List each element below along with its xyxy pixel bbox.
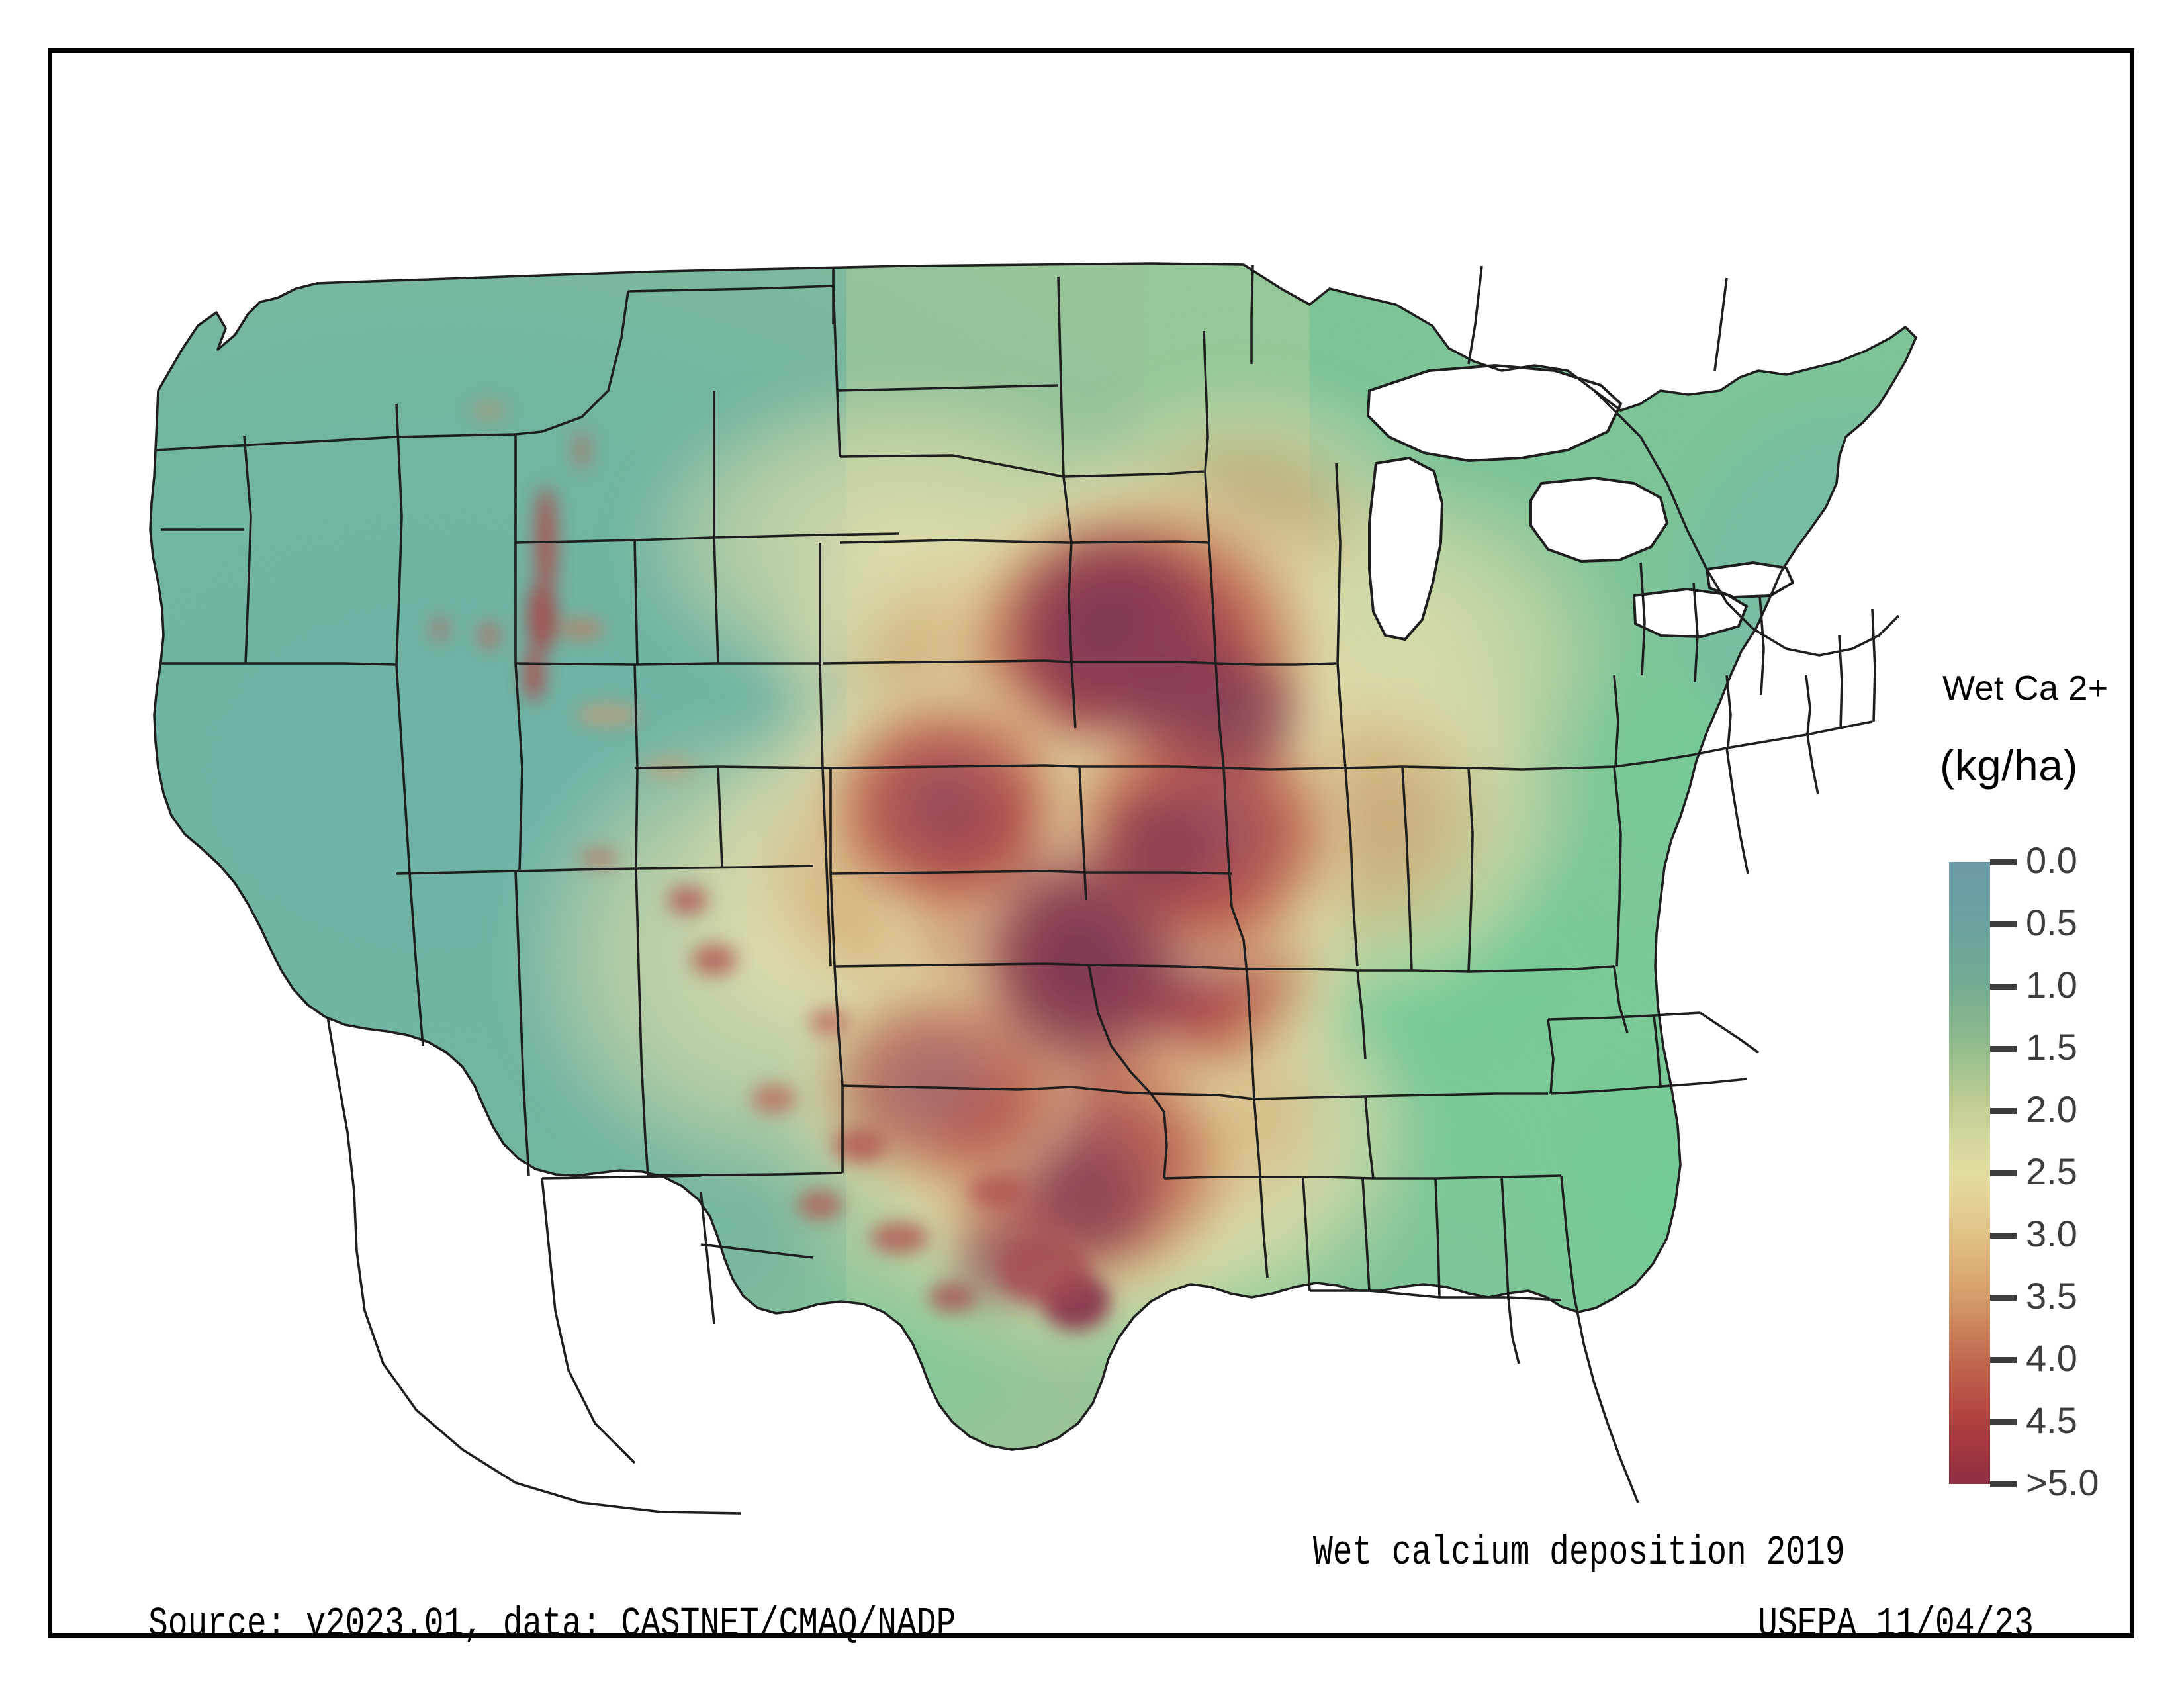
colorbar-tick-8 — [1990, 1357, 2017, 1363]
colorbar-tick-4 — [1990, 1108, 2017, 1114]
colorbar-label-9: 4.5 — [2026, 1399, 2077, 1441]
state-boundaries — [149, 262, 1917, 1515]
colorbar-tick-9 — [1990, 1419, 2017, 1425]
colorbar-tick-3 — [1990, 1046, 2017, 1052]
colorbar-tick-7 — [1990, 1295, 2017, 1301]
colorbar — [1949, 862, 1990, 1484]
legend-title-line2: (kg/ha) — [1940, 741, 2078, 790]
figure-frame: Wet Ca 2+ (kg/ha) 0.0 0.5 1.0 1.5 2.0 2.5 3.0 3… — [48, 48, 2134, 1648]
colorbar-label-2: 1.0 — [2026, 964, 2077, 1006]
colorbar-label-10: >5.0 — [2026, 1462, 2099, 1503]
colorbar-tick-2 — [1990, 984, 2017, 990]
deposition-raster — [150, 263, 1916, 1450]
colorbar-tick-5 — [1990, 1170, 2017, 1176]
colorbar-tick-10 — [1990, 1481, 2017, 1487]
colorbar-label-0: 0.0 — [2026, 839, 2077, 881]
map-canvas — [118, 172, 1938, 1516]
colorbar-label-8: 4.0 — [2026, 1337, 2077, 1379]
colorbar-tick-6 — [1990, 1233, 2017, 1239]
colorbar-label-1: 0.5 — [2026, 902, 2077, 943]
colorbar-tick-1 — [1990, 921, 2017, 927]
colorbar-legend: Wet Ca 2+ (kg/ha) 0.0 0.5 1.0 1.5 2.0 2.5 3.0 3… — [1892, 669, 2170, 1503]
great-lakes — [1366, 363, 1795, 641]
colorbar-label-4: 2.0 — [2026, 1088, 2077, 1130]
colorbar-label-6: 3.0 — [2026, 1213, 2077, 1254]
colorbar-gradient — [1949, 862, 1990, 1484]
us-deposition-map — [149, 262, 1917, 1515]
agency-credit: USEPA 11/04/23 — [1758, 1601, 2034, 1648]
colorbar-label-5: 2.5 — [2026, 1150, 2077, 1192]
legend-title-line1: Wet Ca 2+ — [1942, 669, 2109, 708]
colorbar-tick-0 — [1990, 859, 2017, 865]
colorbar-label-3: 1.5 — [2026, 1026, 2077, 1068]
map-caption: Wet calcium deposition 2019 — [1313, 1529, 1845, 1576]
colorbar-label-7: 3.5 — [2026, 1275, 2077, 1317]
source-credit: Source: v2023.01, data: CASTNET/CMAQ/NAD… — [148, 1601, 956, 1648]
